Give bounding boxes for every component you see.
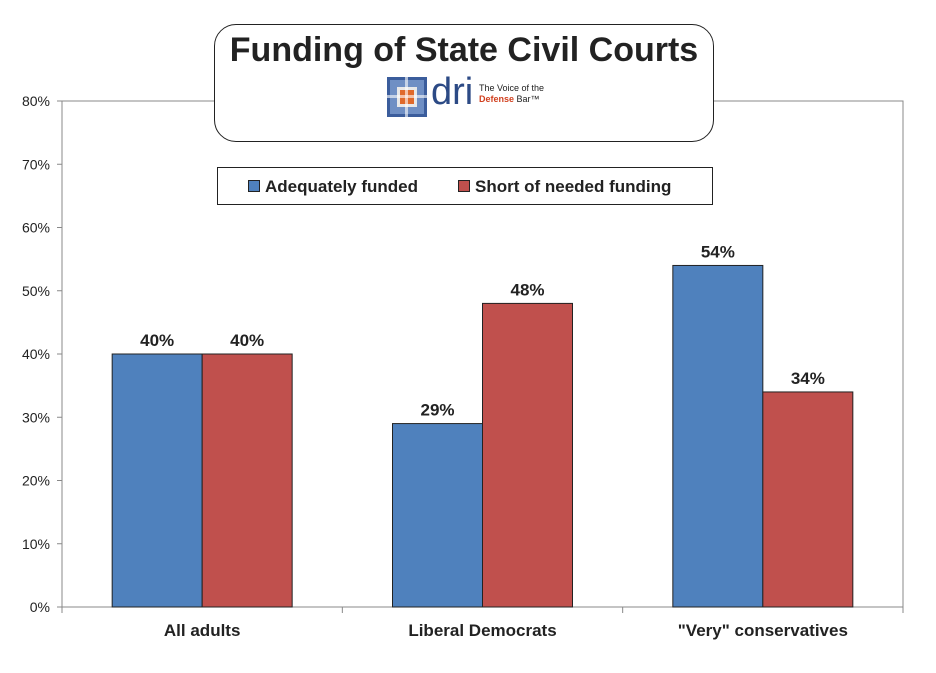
data-label: 54% bbox=[701, 242, 735, 261]
y-tick-label: 0% bbox=[30, 599, 50, 615]
dri-logo-icon bbox=[387, 77, 427, 117]
y-tick-label: 20% bbox=[22, 473, 50, 489]
y-tick-label: 40% bbox=[22, 346, 50, 362]
y-tick-label: 60% bbox=[22, 220, 50, 236]
x-category-label: All adults bbox=[164, 621, 241, 640]
legend-item-short-of-funding: Short of needed funding bbox=[458, 177, 671, 197]
legend-label: Adequately funded bbox=[265, 177, 419, 196]
y-tick-label: 80% bbox=[22, 93, 50, 109]
logo-wordmark: dri bbox=[431, 71, 474, 113]
data-labels-group: 40% 40% 29% 48% 54% 34% bbox=[140, 242, 825, 419]
dri-logo: dri The Voice of the Defense Bar™ bbox=[387, 71, 569, 121]
title-box: Funding of State Civil Courts dri The Vo… bbox=[214, 24, 714, 142]
data-label: 48% bbox=[510, 280, 544, 299]
bar-adequately-funded bbox=[672, 264, 764, 608]
logo-tagline: The Voice of the Defense Bar™ bbox=[479, 83, 569, 105]
data-label: 29% bbox=[420, 401, 454, 420]
data-label: 40% bbox=[140, 331, 174, 350]
bar-adequately-funded bbox=[392, 423, 483, 608]
bar-short-of-funding bbox=[762, 391, 854, 608]
data-label: 40% bbox=[230, 331, 264, 350]
bars-group bbox=[111, 264, 854, 608]
bar-short-of-funding bbox=[201, 353, 293, 608]
legend-swatch-blue bbox=[248, 179, 260, 192]
x-axis: All adults Liberal Democrats "Very" conser… bbox=[61, 607, 904, 640]
legend: Adequately funded Short of needed fundin… bbox=[217, 167, 713, 205]
x-category-label: "Very" conservatives bbox=[678, 621, 848, 640]
legend-item-adequately-funded: Adequately funded bbox=[248, 177, 418, 197]
y-tick-label: 30% bbox=[22, 409, 50, 425]
data-label: 34% bbox=[791, 369, 825, 388]
y-tick-label: 50% bbox=[22, 283, 50, 299]
logo-tagline-accent: Defense bbox=[479, 94, 515, 104]
logo-tagline-line1: The Voice of the bbox=[479, 83, 545, 93]
x-category-label: Liberal Democrats bbox=[408, 621, 556, 640]
legend-label: Short of needed funding bbox=[475, 177, 672, 196]
y-tick-label: 10% bbox=[22, 536, 50, 552]
legend-swatch-red bbox=[458, 179, 470, 192]
logo-tagline-line2: Bar™ bbox=[516, 94, 540, 104]
bar-adequately-funded bbox=[111, 353, 203, 608]
bar-short-of-funding bbox=[482, 302, 573, 608]
chart-title: Funding of State Civil Courts bbox=[229, 31, 699, 69]
y-axis: 0% 10% 20% 30% 40% 50% 60% 70% 80% bbox=[22, 93, 62, 615]
y-tick-label: 70% bbox=[22, 156, 50, 172]
